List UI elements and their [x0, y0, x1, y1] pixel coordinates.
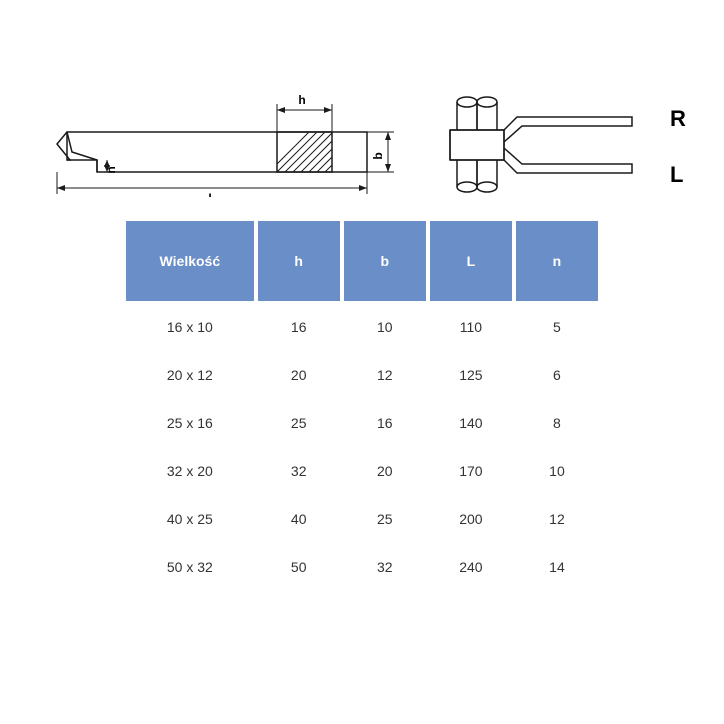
table-cell: 12	[516, 497, 598, 541]
table-cell: 20 x 12	[126, 353, 254, 397]
table-cell: 12	[344, 353, 426, 397]
table-cell: 50	[258, 545, 340, 589]
table-cell: 125	[430, 353, 512, 397]
dim-label-L: L	[208, 191, 215, 197]
table-cell: 50 x 32	[126, 545, 254, 589]
dim-label-b: b	[371, 152, 385, 159]
table-cell: 10	[516, 449, 598, 493]
table-cell: 32	[344, 545, 426, 589]
table-cell: 16	[258, 305, 340, 349]
dimensions-table-wrapper: Wielkość h b L n 16 x 101610110520 x 122…	[22, 217, 702, 593]
table-cell: 6	[516, 353, 598, 397]
label-R: R	[670, 106, 686, 131]
table-cell: 20	[344, 449, 426, 493]
table-row: 50 x 32503224014	[126, 545, 598, 589]
table-cell: 25	[258, 401, 340, 445]
table-cell: 40 x 25	[126, 497, 254, 541]
technical-diagram: h b n L	[22, 22, 702, 197]
table-cell: 25 x 16	[126, 401, 254, 445]
table-cell: 8	[516, 401, 598, 445]
dim-label-h: h	[298, 93, 305, 107]
table-cell: 14	[516, 545, 598, 589]
table-cell: 10	[344, 305, 426, 349]
table-cell: 200	[430, 497, 512, 541]
col-header-L: L	[430, 221, 512, 301]
table-cell: 140	[430, 401, 512, 445]
diagram-svg: h b n L	[22, 22, 702, 197]
table-header-row: Wielkość h b L n	[126, 221, 598, 301]
table-row: 20 x 1220121256	[126, 353, 598, 397]
table-cell: 25	[344, 497, 426, 541]
table-row: 32 x 20322017010	[126, 449, 598, 493]
label-L-side: L	[670, 162, 683, 187]
table-cell: 16 x 10	[126, 305, 254, 349]
dim-label-n: n	[104, 166, 118, 173]
table-row: 16 x 1016101105	[126, 305, 598, 349]
table-cell: 20	[258, 353, 340, 397]
table-body: 16 x 101610110520 x 122012125625 x 16251…	[126, 305, 598, 589]
table-cell: 32	[258, 449, 340, 493]
dimensions-table: Wielkość h b L n 16 x 101610110520 x 122…	[122, 217, 602, 593]
table-cell: 110	[430, 305, 512, 349]
table-row: 40 x 25402520012	[126, 497, 598, 541]
col-header-b: b	[344, 221, 426, 301]
table-row: 25 x 1625161408	[126, 401, 598, 445]
table-cell: 240	[430, 545, 512, 589]
col-header-n: n	[516, 221, 598, 301]
col-header-size: Wielkość	[126, 221, 254, 301]
table-cell: 5	[516, 305, 598, 349]
table-cell: 32 x 20	[126, 449, 254, 493]
table-cell: 16	[344, 401, 426, 445]
col-header-h: h	[258, 221, 340, 301]
table-cell: 40	[258, 497, 340, 541]
table-cell: 170	[430, 449, 512, 493]
